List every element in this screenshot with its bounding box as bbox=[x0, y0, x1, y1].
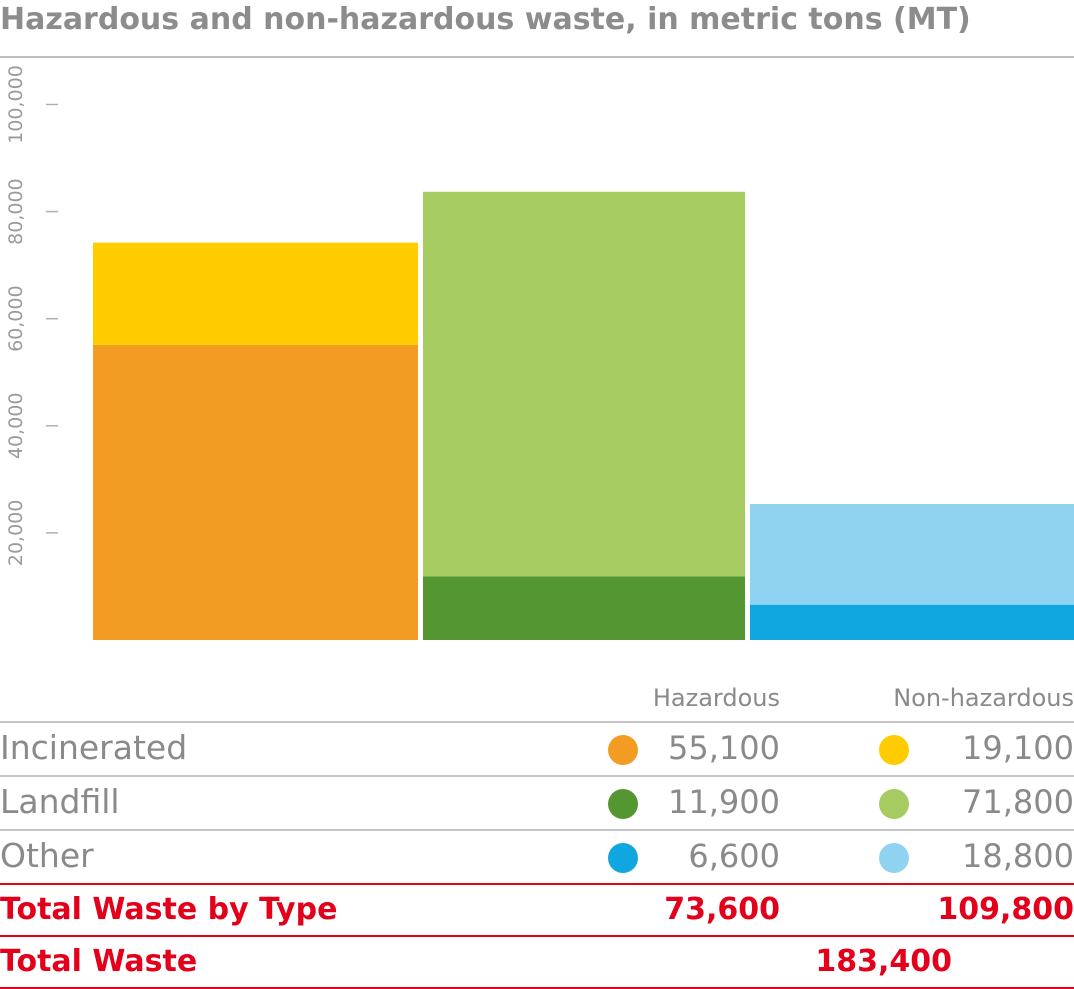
legend-dot-hazardous-landfill bbox=[608, 789, 638, 819]
y-tick-label: 60,000 bbox=[5, 285, 27, 351]
bar-landfill-hazardous bbox=[423, 576, 745, 640]
total-waste-row: Total Waste 183,400 bbox=[0, 935, 1074, 989]
header-non-hazardous: Non-hazardous bbox=[893, 684, 1074, 712]
total-non-hazardous-value: 109,800 bbox=[937, 892, 1074, 927]
legend-dot-non-hazardous-landfill bbox=[879, 789, 909, 819]
waste-bar-chart: 20,000 40,000 60,000 80,000 100,000 bbox=[5, 65, 1074, 640]
value-non-hazardous-landfill: 71,800 bbox=[962, 783, 1074, 821]
row-label-other: Other bbox=[0, 836, 94, 875]
table-row: Other 6,600 18,800 bbox=[0, 829, 1074, 883]
legend-dot-hazardous-other bbox=[608, 843, 638, 873]
bar-landfill-non-hazardous bbox=[423, 191, 745, 577]
value-hazardous-incinerated: 55,100 bbox=[668, 729, 780, 767]
legend-dot-non-hazardous-other bbox=[879, 843, 909, 873]
total-by-type-label: Total Waste by Type bbox=[0, 892, 338, 927]
table-row: Landfill 11,900 71,800 bbox=[0, 775, 1074, 829]
legend-dot-non-hazardous-incinerated bbox=[879, 735, 909, 765]
row-label-incinerated: Incinerated bbox=[0, 728, 188, 767]
y-tick-label: 40,000 bbox=[5, 393, 27, 459]
y-tick-label: 20,000 bbox=[5, 500, 27, 566]
bar-incinerated-non-hazardous bbox=[93, 242, 418, 345]
total-by-type-row: Total Waste by Type 73,600 109,800 bbox=[0, 883, 1074, 937]
row-label-landfill: Landfill bbox=[0, 782, 120, 821]
value-hazardous-landfill: 11,900 bbox=[668, 783, 780, 821]
total-waste-label: Total Waste bbox=[0, 944, 198, 979]
y-tick-label: 80,000 bbox=[5, 178, 27, 244]
table-row: Incinerated 55,100 19,100 bbox=[0, 721, 1074, 775]
total-hazardous-value: 73,600 bbox=[664, 892, 780, 927]
bar-other-hazardous bbox=[750, 604, 1074, 640]
value-hazardous-other: 6,600 bbox=[688, 837, 780, 875]
legend-dot-hazardous-incinerated bbox=[608, 735, 638, 765]
bar-incinerated-hazardous bbox=[93, 344, 418, 640]
header-hazardous: Hazardous bbox=[652, 684, 780, 712]
value-non-hazardous-other: 18,800 bbox=[962, 837, 1074, 875]
bar-other-non-hazardous bbox=[750, 503, 1074, 605]
value-non-hazardous-incinerated: 19,100 bbox=[962, 729, 1074, 767]
chart-title: Hazardous and non-hazardous waste, in me… bbox=[0, 0, 1074, 58]
total-waste-value: 183,400 bbox=[815, 944, 952, 979]
y-tick-label: 100,000 bbox=[5, 65, 27, 144]
